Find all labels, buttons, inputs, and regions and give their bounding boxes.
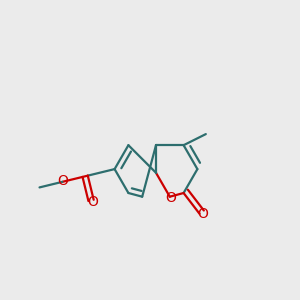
- Text: O: O: [198, 207, 208, 221]
- Text: O: O: [57, 174, 68, 188]
- Text: O: O: [165, 190, 176, 205]
- Text: O: O: [88, 195, 98, 209]
